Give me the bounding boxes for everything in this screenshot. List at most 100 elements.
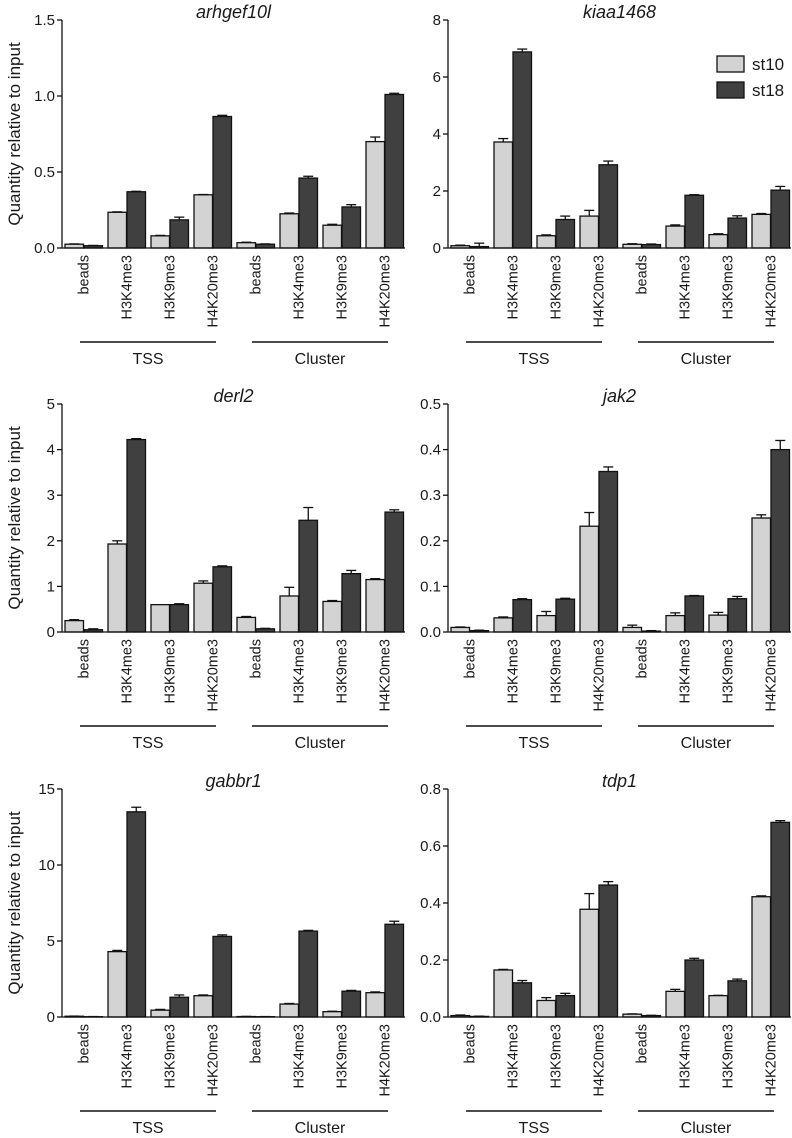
x-tick-label: H3K9me3 (335, 639, 351, 703)
y-tick-label: 0.0 (420, 624, 441, 641)
x-tick-label: beads (635, 1024, 651, 1064)
x-tick-label: H3K4me3 (678, 1024, 694, 1088)
bar-st18-6 (342, 991, 361, 1017)
bar-st18-6 (728, 599, 747, 632)
bar-st18-2 (556, 599, 575, 632)
x-tick-label: H3K9me3 (549, 255, 565, 319)
bar-st18-6 (728, 218, 747, 248)
y-tick-label: 0 (433, 240, 441, 257)
bar-st10-3 (580, 909, 599, 1017)
x-tick-label: H3K9me3 (721, 639, 737, 703)
y-tick-label: 1.5 (34, 12, 55, 29)
y-tick-label: 5 (47, 396, 55, 413)
bar-st10-2 (151, 605, 170, 632)
y-tick-label: 8 (433, 12, 441, 29)
legend: st10 st18 (717, 55, 784, 100)
x-tick-label: H3K4me3 (292, 1024, 308, 1088)
bar-st10-6 (709, 996, 728, 1017)
bar-st10-1 (494, 142, 513, 248)
x-tick-label: beads (77, 639, 93, 679)
chart-title: jak2 (600, 386, 636, 406)
legend-label: st10 (752, 55, 784, 74)
x-tick-label: beads (463, 255, 479, 295)
group-label: TSS (132, 735, 163, 752)
y-tick-label: 0.0 (34, 240, 55, 257)
group-label: TSS (132, 1120, 163, 1133)
bar-st10-7 (752, 897, 771, 1017)
y-tick-label: 0.4 (420, 895, 441, 912)
bar-st18-1 (127, 440, 146, 632)
bar-st10-7 (366, 580, 385, 632)
group-label: TSS (132, 351, 163, 368)
group-label: TSS (518, 735, 549, 752)
bar-st10-0 (451, 627, 470, 632)
bar-st18-2 (170, 605, 189, 632)
y-tick-label: 3 (47, 487, 55, 504)
y-tick-label: 0.3 (420, 487, 441, 504)
bar-st10-7 (366, 142, 385, 248)
bar-st10-5 (280, 596, 299, 632)
x-tick-label: H4K20me3 (378, 1024, 394, 1097)
x-tick-label: H4K20me3 (592, 1024, 608, 1097)
bar-st18-7 (385, 924, 404, 1017)
x-tick-label: H3K9me3 (721, 255, 737, 319)
bar-st10-3 (194, 195, 213, 248)
bar-st18-3 (599, 471, 618, 632)
y-axis-label: Quantity relative to input (5, 811, 24, 995)
chart-title: arhgef10l (196, 2, 272, 22)
x-tick-label: H3K4me3 (120, 1024, 136, 1088)
x-tick-label: H4K20me3 (206, 639, 222, 712)
bar-st18-5 (299, 931, 318, 1017)
bar-st10-5 (666, 226, 685, 248)
bar-st10-1 (108, 212, 127, 248)
bar-st18-1 (513, 600, 532, 632)
bar-st18-2 (556, 996, 575, 1017)
legend-swatch-st18 (717, 82, 744, 98)
bar-st10-4 (237, 243, 256, 248)
bar-st18-1 (127, 192, 146, 248)
legend-swatch-st10 (717, 56, 744, 72)
bar-st18-5 (685, 596, 704, 632)
group-label: Cluster (295, 735, 346, 752)
bar-st10-1 (108, 952, 127, 1017)
bar-st10-2 (151, 236, 170, 248)
bar-st10-7 (752, 214, 771, 248)
x-tick-label: H4K20me3 (764, 255, 780, 328)
y-tick-label: 1.0 (34, 88, 55, 105)
y-tick-label: 0.2 (420, 533, 441, 550)
y-tick-label: 4 (47, 442, 55, 459)
x-tick-label: H4K20me3 (378, 639, 394, 712)
bar-st10-0 (65, 621, 84, 632)
y-tick-label: 1 (47, 578, 55, 595)
x-tick-label: H3K4me3 (506, 639, 522, 703)
x-tick-label: H3K9me3 (163, 639, 179, 703)
bar-st18-6 (342, 207, 361, 248)
bar-st18-2 (556, 220, 575, 249)
y-tick-label: 0.4 (420, 442, 441, 459)
x-tick-label: H3K9me3 (335, 255, 351, 319)
bar-st10-2 (537, 1000, 556, 1017)
bar-st10-2 (537, 616, 556, 632)
bar-st10-4 (237, 617, 256, 632)
legend-label: st18 (752, 81, 784, 100)
chart-title: derl2 (213, 386, 253, 406)
x-tick-label: H3K9me3 (549, 639, 565, 703)
x-tick-label: H3K9me3 (163, 255, 179, 319)
bar-st18-7 (771, 190, 790, 248)
y-tick-label: 10 (38, 857, 55, 874)
bar-st10-6 (323, 601, 342, 632)
x-tick-label: H4K20me3 (206, 1024, 222, 1097)
x-tick-label: H4K20me3 (764, 1024, 780, 1097)
bar-st18-5 (299, 178, 318, 248)
x-tick-label: H3K9me3 (335, 1024, 351, 1088)
x-tick-label: H4K20me3 (592, 255, 608, 328)
bar-st18-7 (385, 94, 404, 248)
y-tick-label: 0.5 (420, 396, 441, 413)
x-tick-label: beads (463, 1024, 479, 1064)
bar-st10-3 (194, 996, 213, 1017)
bar-st10-7 (752, 518, 771, 632)
